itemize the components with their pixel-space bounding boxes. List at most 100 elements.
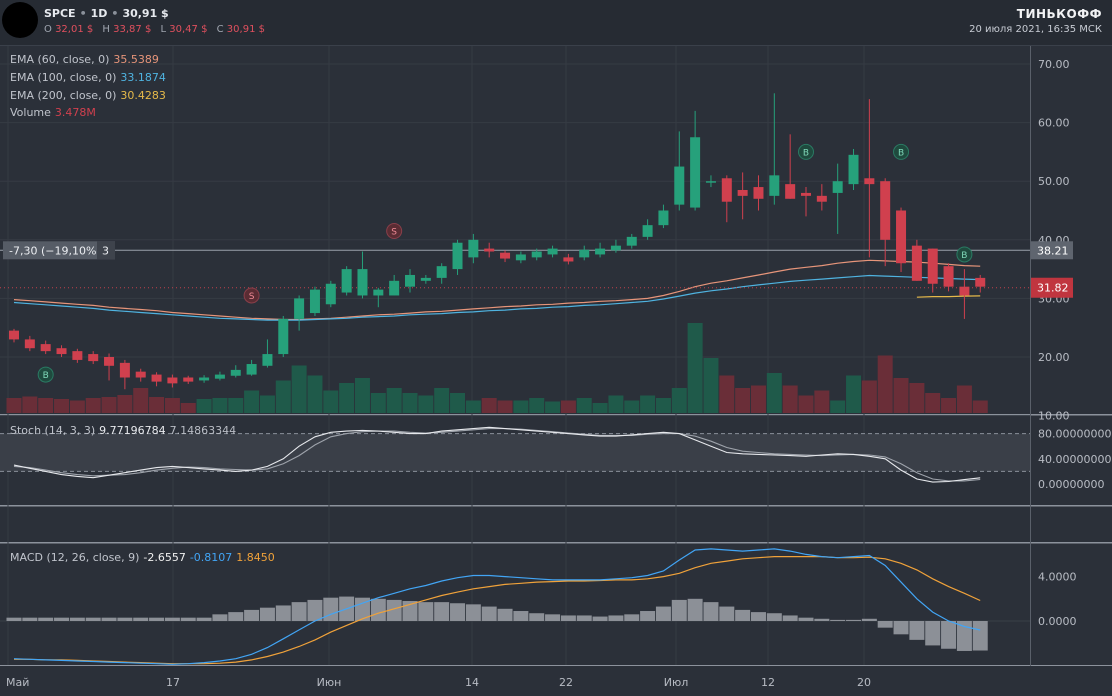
- candle-body: [769, 175, 780, 196]
- date-tick-label: Июл: [664, 676, 689, 689]
- candle-body: [500, 252, 511, 259]
- volume-bar: [972, 400, 988, 413]
- candle-body: [436, 266, 447, 278]
- volume-bar: [418, 395, 434, 413]
- timeframe[interactable]: 1D: [90, 7, 108, 20]
- macd-histogram-bar: [545, 614, 561, 621]
- buy-signal-marker: [798, 143, 814, 160]
- candle-body: [167, 377, 178, 384]
- company-logo: [2, 2, 38, 38]
- legend-macd[interactable]: MACD (12, 26, close, 9) -2.6557 -0.8107 1.8…: [10, 551, 275, 564]
- macd-histogram-bar: [497, 608, 513, 621]
- candle-body: [880, 181, 891, 240]
- legend-volume[interactable]: Volume 3.478M: [10, 106, 96, 119]
- position-pnl-label: -7,30 (−19,10%): [9, 244, 101, 257]
- open-label: O: [44, 24, 52, 35]
- volume-label: Volume: [10, 106, 51, 119]
- candle-body: [420, 277, 431, 281]
- macd-histogram-bar: [481, 606, 497, 621]
- volume-bar: [671, 388, 687, 413]
- macd-histogram-bar: [687, 598, 703, 621]
- volume-bar: [323, 390, 339, 413]
- candle-body: [183, 377, 194, 382]
- candle-body: [753, 187, 764, 199]
- candle-body: [135, 371, 146, 378]
- legend-stoch[interactable]: Stoch (14, 3, 3) 9.77196784 7.14863344: [10, 424, 236, 437]
- volume-bar: [212, 398, 228, 413]
- candle-body: [468, 239, 479, 258]
- date-axis-bg: [0, 666, 1112, 696]
- macd-histogram-bar: [624, 614, 640, 621]
- candle-body: [246, 364, 257, 375]
- volume-bar: [196, 399, 212, 413]
- volume-bar: [909, 383, 925, 413]
- candle-body: [705, 181, 716, 183]
- candle-body: [911, 245, 922, 281]
- stoch-d-value: 7.14863344: [169, 424, 237, 437]
- volume-bar: [434, 388, 450, 413]
- price-axis-border: [1030, 46, 1031, 696]
- symbol-line: SPCE • 1D • 30,91 $: [44, 7, 169, 20]
- legend-ema100[interactable]: EMA (100, close, 0) 33.1874: [10, 71, 166, 84]
- volume-bar: [941, 398, 957, 413]
- volume-bar: [149, 397, 165, 413]
- macd-histogram-bar: [450, 603, 466, 621]
- volume-bar: [133, 388, 149, 413]
- candle-body: [595, 248, 606, 255]
- candle-body: [737, 189, 748, 196]
- candle-body: [452, 242, 463, 270]
- candle-body: [896, 210, 907, 264]
- macd-histogram-bar: [719, 606, 735, 621]
- sell-signal-marker: [386, 223, 403, 240]
- macd-histogram-bar: [640, 611, 656, 621]
- sell-signal-marker: [243, 287, 260, 304]
- macd-histogram-bar: [323, 597, 339, 621]
- macd-histogram-bar: [370, 598, 386, 621]
- volume-bar: [861, 380, 877, 413]
- macd-histogram-bar: [830, 619, 846, 621]
- candle-body: [389, 280, 400, 296]
- macd-hist-value: -2.6557: [143, 551, 186, 564]
- price-tick-label: 10.00: [1038, 410, 1070, 423]
- volume-bar: [386, 388, 402, 413]
- volume-bar: [370, 393, 386, 413]
- candle-body: [56, 348, 67, 355]
- date-tick-label: 12: [761, 676, 775, 689]
- volume-value: 3.478M: [54, 106, 96, 119]
- volume-bar: [640, 395, 656, 413]
- symbol[interactable]: SPCE: [44, 7, 76, 20]
- volume-bar: [830, 400, 846, 413]
- volume-bar: [956, 385, 972, 413]
- last-price-tag: 31.82: [1037, 282, 1069, 295]
- candle-body: [626, 236, 637, 246]
- macd-histogram-bar: [291, 602, 307, 621]
- macd-histogram-bar: [465, 604, 481, 621]
- candle-body: [151, 374, 162, 382]
- candle-body: [214, 374, 225, 379]
- pane-divider-stoch: [0, 505, 1112, 507]
- buy-signal-label: B: [43, 371, 49, 381]
- volume-bar: [766, 373, 782, 413]
- candle-body: [119, 362, 130, 378]
- date-tick-label: 14: [465, 676, 479, 689]
- ema60-label: EMA (60, close, 0): [10, 53, 110, 66]
- volume-bar: [782, 385, 798, 413]
- position-price-tag: 38.21: [1037, 244, 1069, 257]
- macd-label: MACD (12, 26, close, 9): [10, 551, 140, 564]
- ema200-line: [916, 295, 981, 298]
- price-tick-label: 60.00: [1038, 117, 1070, 130]
- volume-bar: [655, 398, 671, 413]
- legend-ema200[interactable]: EMA (200, close, 0) 30.4283: [10, 89, 166, 102]
- candle-body: [943, 266, 954, 287]
- buy-signal-marker: [37, 366, 54, 383]
- macd-histogram-bar: [69, 617, 85, 621]
- volume-bar: [877, 355, 893, 413]
- macd-histogram-bar: [6, 617, 22, 621]
- pane-divider-gap: [0, 542, 1112, 544]
- volume-bar: [592, 403, 608, 413]
- open-value: 32,01 $: [55, 24, 94, 35]
- legend-ema60[interactable]: EMA (60, close, 0) 35.5389: [10, 53, 159, 66]
- macd-histogram-bar: [434, 602, 450, 621]
- candle-body: [927, 248, 938, 284]
